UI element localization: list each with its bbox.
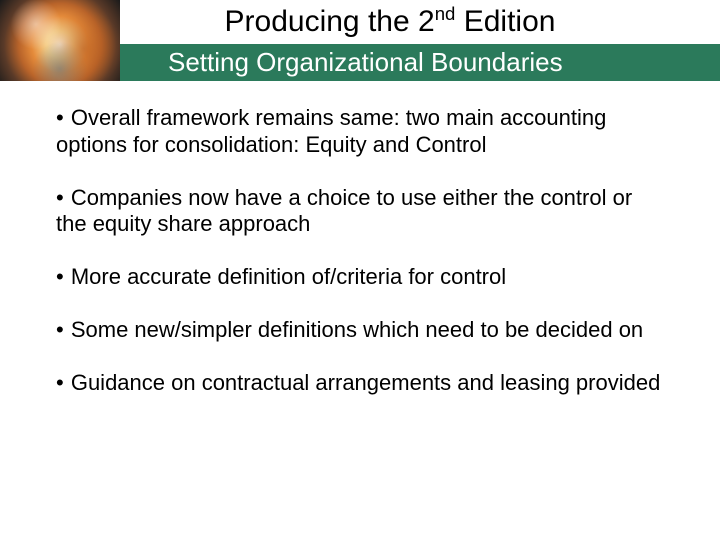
bullet-dot: • [56,264,64,289]
bullet-text: More accurate definition of/criteria for… [71,264,506,289]
bullet-item: • Guidance on contractual arrangements a… [56,370,664,397]
header-decorative-image [0,0,120,81]
slide-subtitle: Setting Organizational Boundaries [168,47,563,78]
slide-title: Producing the 2nd Edition [165,5,556,39]
header-band: Producing the 2nd Edition Setting Organi… [0,0,720,81]
bullet-dot: • [56,317,64,342]
bullet-dot: • [56,185,64,210]
bullet-text: Overall framework remains same: two main… [56,105,606,157]
bullet-text: Some new/simpler definitions which need … [71,317,643,342]
content-area: • Overall framework remains same: two ma… [0,81,720,397]
title-super: nd [435,3,456,24]
bullet-text: Companies now have a choice to use eithe… [56,185,632,237]
bullet-dot: • [56,105,64,130]
subtitle-row: Setting Organizational Boundaries [120,44,720,81]
title-prefix: Producing the 2 [225,5,435,38]
bullet-dot: • [56,370,64,395]
bullet-item: • Some new/simpler definitions which nee… [56,317,664,344]
bullet-item: • Companies now have a choice to use eit… [56,185,664,239]
title-suffix: Edition [455,5,555,38]
bullet-text: Guidance on contractual arrangements and… [71,370,661,395]
bullet-item: • Overall framework remains same: two ma… [56,105,664,159]
bullet-item: • More accurate definition of/criteria f… [56,264,664,291]
